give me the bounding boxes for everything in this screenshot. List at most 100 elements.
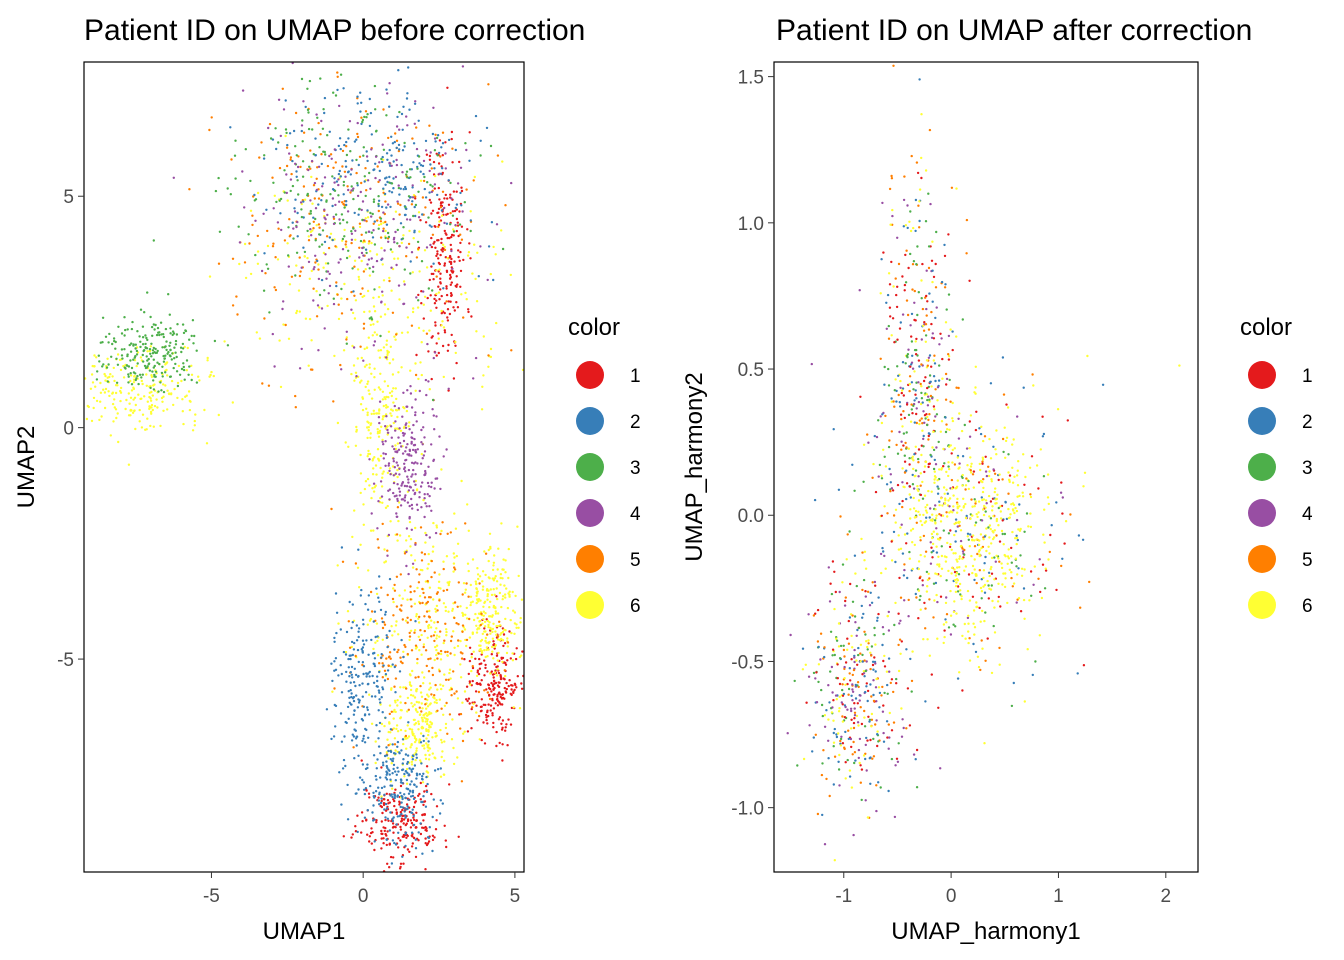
data-point — [442, 455, 445, 458]
data-point — [410, 440, 413, 444]
data-point — [141, 336, 145, 339]
data-point — [445, 222, 449, 225]
data-point — [444, 152, 447, 155]
data-point — [344, 653, 348, 656]
data-point — [493, 645, 496, 649]
data-point — [927, 192, 930, 195]
data-point — [343, 143, 346, 147]
data-point — [406, 92, 409, 95]
data-point — [292, 237, 295, 240]
data-point — [385, 834, 388, 837]
data-point — [510, 706, 514, 710]
data-point — [462, 316, 465, 319]
data-point — [1060, 481, 1063, 484]
data-point — [419, 832, 423, 836]
data-point — [350, 230, 353, 233]
data-point — [333, 148, 336, 151]
data-point — [444, 167, 447, 170]
data-point — [414, 800, 417, 803]
data-point — [940, 545, 943, 548]
data-point — [465, 298, 468, 301]
data-point — [985, 502, 988, 505]
data-point — [415, 296, 418, 299]
data-point — [365, 189, 368, 192]
data-point — [362, 503, 365, 506]
data-point — [435, 644, 439, 647]
data-point — [351, 603, 354, 606]
data-point — [380, 786, 384, 790]
data-point — [412, 718, 416, 722]
data-point — [113, 406, 117, 409]
data-point — [919, 402, 923, 406]
data-point — [375, 412, 378, 415]
data-point — [154, 323, 157, 327]
data-point — [345, 670, 348, 674]
data-point — [117, 325, 120, 328]
data-point — [382, 443, 385, 446]
data-point — [130, 366, 134, 370]
data-point — [449, 181, 452, 185]
data-point — [272, 242, 275, 245]
data-point — [451, 147, 454, 150]
data-point — [366, 263, 369, 266]
data-point — [881, 413, 884, 416]
data-point — [439, 487, 442, 491]
data-point — [148, 348, 152, 351]
data-point — [357, 630, 360, 633]
data-point — [445, 293, 449, 297]
data-point — [924, 169, 928, 172]
data-point — [128, 343, 131, 347]
data-point — [347, 666, 350, 669]
data-points — [786, 64, 1181, 862]
data-point — [474, 356, 478, 360]
data-point — [903, 563, 906, 566]
data-point — [925, 314, 928, 317]
data-point — [823, 714, 827, 717]
data-point — [864, 757, 867, 761]
data-point — [392, 491, 395, 495]
data-point — [475, 587, 478, 590]
data-point — [453, 556, 456, 559]
data-point — [405, 687, 408, 690]
data-point — [391, 743, 394, 746]
data-point — [420, 800, 423, 804]
data-point — [505, 651, 509, 655]
data-point — [913, 453, 916, 456]
data-point — [504, 663, 508, 666]
data-point — [483, 630, 486, 633]
data-point — [501, 160, 504, 163]
data-point — [256, 234, 259, 238]
data-point — [409, 176, 412, 179]
data-point — [392, 474, 395, 477]
data-point — [1029, 493, 1032, 496]
data-point — [450, 257, 453, 261]
data-point — [978, 427, 981, 430]
data-point — [345, 221, 349, 224]
data-point — [379, 496, 382, 500]
data-point — [381, 390, 385, 393]
data-point — [911, 483, 915, 486]
data-point — [923, 470, 926, 474]
data-point — [469, 601, 473, 604]
data-point — [422, 744, 426, 747]
data-point — [504, 729, 507, 732]
data-point — [137, 382, 140, 386]
data-point — [369, 436, 372, 439]
data-point — [193, 334, 196, 338]
data-point — [419, 822, 422, 825]
data-point — [397, 837, 400, 840]
data-point — [152, 425, 155, 428]
data-point — [964, 488, 967, 491]
data-point — [934, 286, 938, 289]
data-point — [393, 447, 396, 451]
data-point — [267, 384, 271, 387]
data-point — [520, 598, 524, 601]
data-point — [365, 675, 368, 678]
data-point — [872, 462, 875, 466]
data-point — [187, 390, 191, 393]
data-point — [952, 623, 955, 626]
data-point — [446, 212, 449, 216]
data-point — [945, 613, 949, 616]
data-point — [347, 620, 350, 623]
data-point — [997, 524, 1000, 527]
